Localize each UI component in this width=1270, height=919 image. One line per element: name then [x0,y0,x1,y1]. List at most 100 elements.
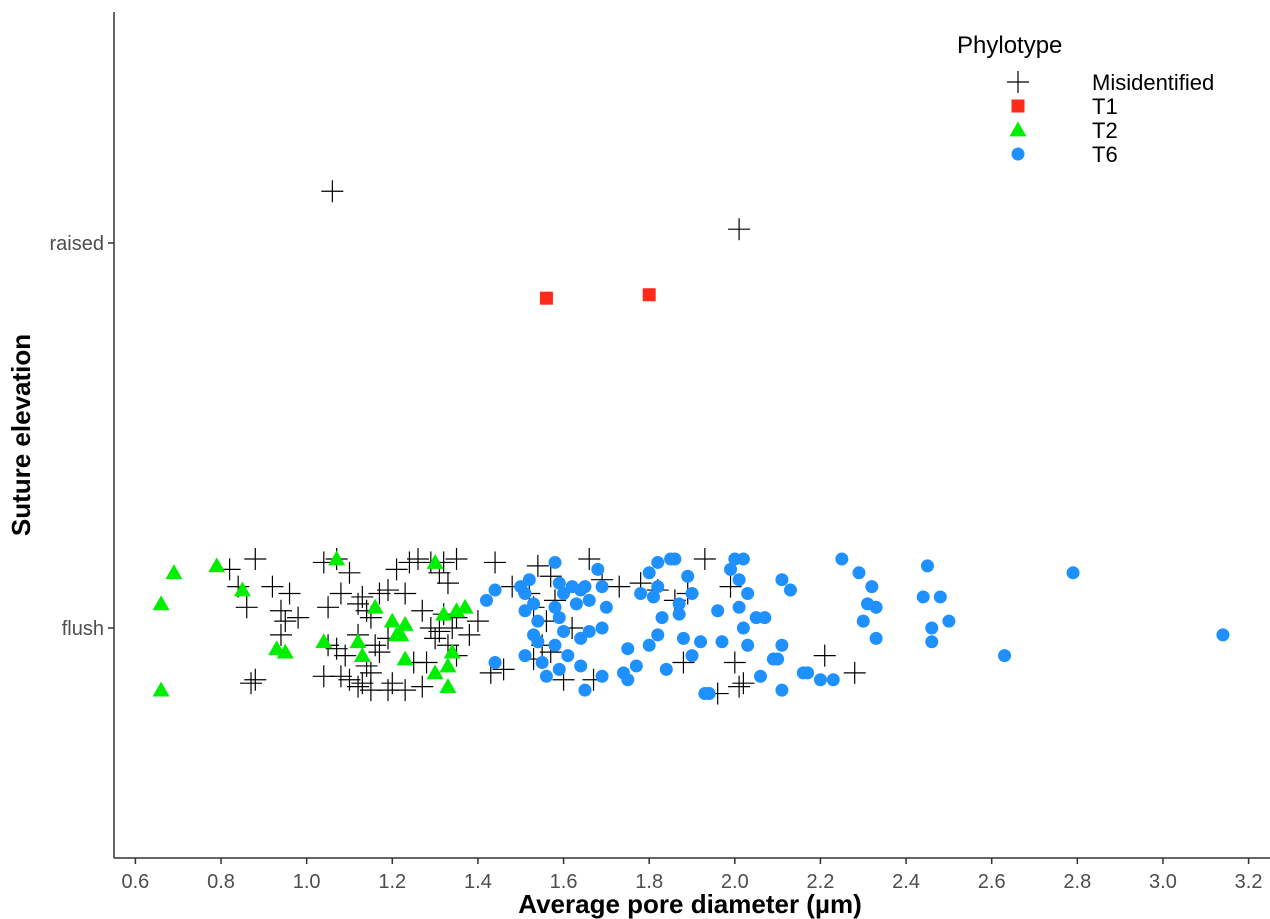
point-t6 [1066,566,1080,580]
point-misidentified [411,599,434,622]
point-t6 [599,600,613,614]
x-tick-label: 2.8 [1063,871,1091,893]
point-misidentified [732,672,755,695]
point-t6 [569,597,583,611]
point-t6 [651,555,665,569]
point-misidentified [317,596,340,619]
point-t2 [426,664,444,680]
point-t6 [796,666,810,680]
point-t2 [456,598,474,614]
point-t6 [552,662,566,676]
point-misidentified [338,668,361,691]
point-t6 [646,590,660,604]
x-tick-label: 2.2 [807,871,835,893]
point-t6 [522,573,536,587]
point-t6 [1216,628,1230,642]
point-t6 [775,573,789,587]
point-t6 [783,583,797,597]
point-t6 [732,573,746,587]
point-misidentified [269,623,292,646]
point-misidentified [728,675,751,698]
point-t6 [933,590,947,604]
point-misidentified [394,582,417,605]
point-t6 [672,607,686,621]
point-misidentified [693,548,716,570]
point-t6 [711,604,725,618]
x-tick-label: 1.2 [378,871,406,893]
point-t6 [681,569,695,583]
point-misidentified [278,582,301,605]
point-misidentified [334,644,357,667]
point-t6 [552,576,566,590]
point-t6 [758,611,772,625]
point-t6 [916,590,930,604]
point-t6 [595,621,609,635]
point-t6 [925,621,939,635]
legend-label-t6: T6 [1092,142,1118,167]
point-misidentified [415,651,438,674]
point-misidentified [436,572,459,595]
point-t6 [736,621,750,635]
point-t2 [439,657,457,673]
point-t6 [595,580,609,594]
y-tick-label-raised: raised [50,233,104,255]
point-t2 [383,612,401,628]
y-axis: flush raised [50,12,115,858]
point-misidentified [329,582,352,605]
point-t6 [535,656,549,669]
point-misidentified [351,672,374,695]
point-t1 [642,288,656,302]
point-misidentified [244,668,267,691]
point-t6 [621,673,635,687]
point-t6 [942,614,956,628]
point-t6 [998,649,1012,663]
point-t6 [595,669,609,683]
point-t6 [813,673,827,687]
point-t2 [439,678,457,694]
point-t6 [694,635,708,649]
point-misidentified [728,218,751,241]
point-t6 [552,611,566,625]
legend-title: Phylotype [957,32,1062,59]
point-misidentified [244,548,267,570]
point-misidentified [406,548,429,570]
point-misidentified [235,596,258,619]
point-t6 [724,562,738,576]
point-t6 [578,580,592,594]
point-t6 [642,638,656,652]
point-misidentified [398,551,421,574]
point-misidentified [539,565,562,588]
point-t6 [865,580,879,594]
point-t6 [659,662,673,676]
x-tick-label: 2.0 [721,871,749,893]
point-t6 [488,583,502,597]
point-misidentified [526,554,549,577]
x-tick-label: 0.8 [207,871,235,893]
point-misidentified [466,610,489,633]
point-t2 [366,598,384,614]
point-t6 [634,587,648,600]
point-t6 [591,562,605,576]
point-misidentified [364,634,387,657]
point-misidentified [813,644,836,667]
point-misidentified [672,651,695,674]
x-tick-label: 3.0 [1149,871,1177,893]
point-t2 [233,581,251,597]
point-t6 [754,669,768,683]
point-misidentified [608,575,631,598]
data-points [152,180,1230,705]
x-tick-label: 3.2 [1235,871,1263,893]
point-t2 [165,564,183,580]
point-t2 [208,557,226,573]
point-t6 [702,687,716,701]
legend-label-t1: T1 [1092,94,1118,119]
x-tick-label: 1.6 [550,871,578,893]
point-misidentified [719,575,742,598]
x-tick-label: 1.8 [635,871,663,893]
point-misidentified [394,679,417,702]
point-t6 [548,555,562,569]
point-misidentified [377,579,400,602]
point-t6 [732,600,746,614]
